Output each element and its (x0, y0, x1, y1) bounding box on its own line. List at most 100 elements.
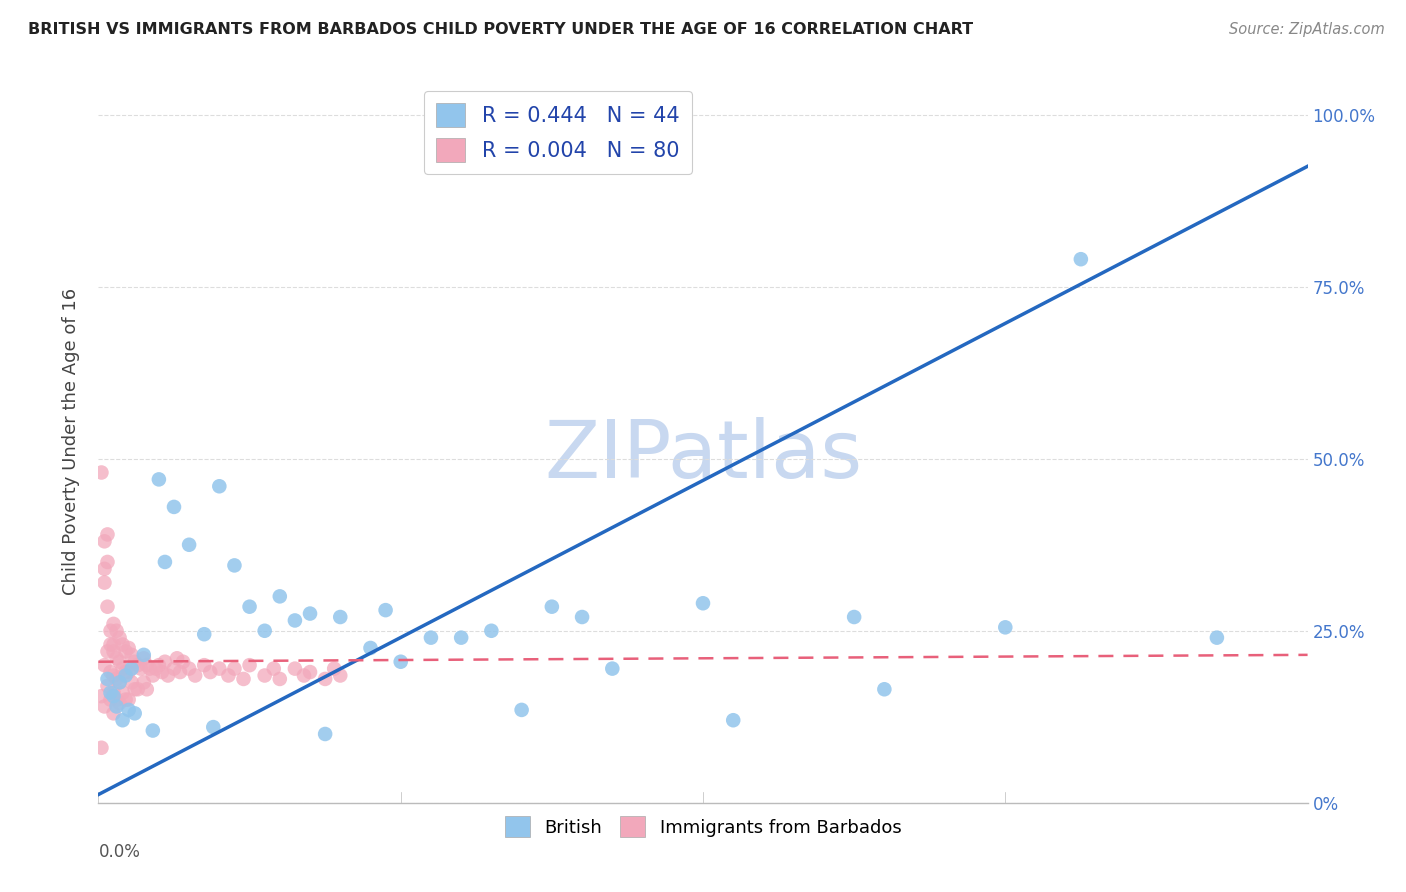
Point (93, 699, 115, 714)
Point (450, 631, 472, 645)
Point (96, 679, 118, 693)
Point (172, 655, 194, 669)
Point (208, 479, 231, 493)
Point (224, 662, 246, 676)
Point (284, 662, 307, 676)
Point (90, 466, 112, 480)
Point (108, 655, 131, 669)
Point (121, 675, 143, 690)
Point (153, 555, 176, 569)
Point (121, 662, 143, 676)
Point (200, 665, 222, 679)
Point (184, 668, 207, 682)
Point (239, 658, 262, 673)
Point (135, 658, 157, 673)
Point (232, 672, 254, 686)
Point (96, 599, 118, 614)
Point (108, 675, 131, 690)
Point (96, 527, 118, 541)
Point (93, 658, 115, 673)
Point (299, 665, 322, 679)
Point (314, 727, 336, 741)
Point (179, 662, 201, 676)
Point (90, 689, 112, 703)
Point (118, 665, 141, 679)
Point (121, 648, 143, 662)
Point (510, 703, 533, 717)
Point (118, 692, 141, 706)
Point (299, 607, 322, 621)
Point (105, 624, 128, 638)
Point (994, 620, 1017, 634)
Point (1206, 631, 1229, 645)
Point (100, 624, 122, 638)
Point (111, 713, 134, 727)
Point (169, 665, 191, 679)
Point (193, 627, 215, 641)
Point (118, 703, 141, 717)
Point (108, 696, 131, 710)
Point (96, 644, 118, 658)
Point (314, 672, 336, 686)
Point (103, 638, 125, 652)
Point (873, 682, 896, 697)
Point (132, 651, 155, 665)
Point (602, 662, 624, 676)
Point (103, 644, 125, 658)
Point (292, 668, 315, 682)
Text: 0.0%: 0.0% (98, 843, 141, 861)
Point (132, 675, 155, 690)
Point (111, 638, 134, 652)
Point (100, 638, 122, 652)
Point (153, 655, 176, 669)
Point (96, 555, 118, 569)
Point (166, 651, 188, 665)
Point (105, 672, 128, 686)
Point (93, 562, 115, 576)
Point (692, 596, 714, 610)
Point (96, 672, 118, 686)
Point (103, 616, 125, 631)
Point (202, 720, 225, 734)
Point (93, 575, 115, 590)
Point (481, 624, 503, 638)
Y-axis label: Child Poverty Under the Age of 16: Child Poverty Under the Age of 16 (62, 288, 80, 595)
Point (139, 662, 162, 676)
Point (571, 610, 593, 624)
Point (105, 651, 128, 665)
Point (100, 692, 122, 706)
Point (93, 534, 115, 549)
Point (103, 668, 125, 682)
Point (420, 631, 443, 645)
Point (127, 682, 149, 697)
Point (253, 624, 276, 638)
Point (263, 662, 285, 676)
Point (193, 658, 215, 673)
Point (114, 665, 136, 679)
Point (723, 713, 745, 727)
Point (132, 648, 155, 662)
Point (114, 668, 136, 682)
Point (105, 699, 128, 714)
Point (329, 610, 352, 624)
Point (118, 640, 141, 655)
Point (108, 675, 131, 690)
Point (329, 668, 352, 682)
Point (114, 692, 136, 706)
Point (389, 655, 412, 669)
Point (179, 538, 201, 552)
Point (124, 682, 146, 697)
Point (217, 668, 239, 682)
Point (156, 668, 179, 682)
Point (163, 500, 186, 514)
Point (284, 614, 307, 628)
Point (100, 665, 122, 679)
Point (105, 692, 128, 706)
Point (111, 662, 134, 676)
Text: BRITISH VS IMMIGRANTS FROM BARBADOS CHILD POVERTY UNDER THE AGE OF 16 CORRELATIO: BRITISH VS IMMIGRANTS FROM BARBADOS CHIL… (28, 22, 973, 37)
Point (163, 662, 186, 676)
Point (90, 740, 112, 755)
Point (1070, 252, 1092, 267)
Point (103, 706, 125, 721)
Point (142, 668, 165, 682)
